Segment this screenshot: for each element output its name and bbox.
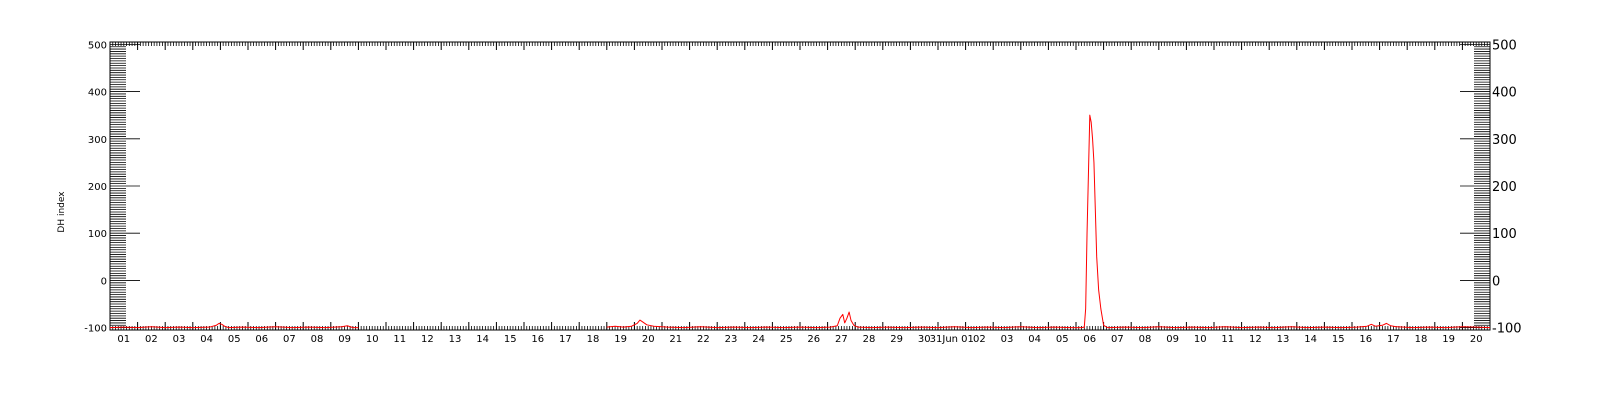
- x-major-ticks: [109, 42, 1491, 330]
- x-tick-label: 14: [1304, 334, 1317, 345]
- x-tick-label: 11: [393, 334, 406, 345]
- x-tick-label: 23: [725, 334, 738, 345]
- y-tick-label-left: 100: [88, 229, 107, 240]
- x-tick-label: 26: [807, 334, 820, 345]
- series-group: [109, 114, 1491, 329]
- x-tick-label: 16: [531, 334, 544, 345]
- x-tick-label: 22: [697, 334, 710, 345]
- y-tick-labels-right: -100 0 100 200 300 400 500: [1492, 38, 1522, 336]
- y-tick-label-left: 200: [88, 182, 107, 193]
- x-tick-label: 13: [1277, 334, 1290, 345]
- x-tick-label: 12: [421, 334, 434, 345]
- x-tick-label: 27: [835, 334, 848, 345]
- x-tick-label: 03: [1001, 334, 1014, 345]
- x-tick-label: 10: [1194, 334, 1207, 345]
- x-tick-label: 06: [1083, 334, 1096, 345]
- y-tick-label-right: 100: [1492, 227, 1517, 242]
- x-tick-label: 06: [255, 334, 268, 345]
- x-tick-labels: 01 02 03 04 05 06 07 08 09 10 11 12 13 14 15 16 17 18 19 20…: [117, 334, 1482, 345]
- x-tick-label: 17: [559, 334, 572, 345]
- x-tick-label: 29: [890, 334, 903, 345]
- y-tick-label-right: -100: [1492, 322, 1522, 337]
- x-tick-label: 20: [1470, 334, 1483, 345]
- x-tick-label: 18: [587, 334, 600, 345]
- x-tick-label: 13: [449, 334, 462, 345]
- y-axis-label: DH index: [57, 191, 67, 233]
- x-tick-label: 19: [614, 334, 627, 345]
- y-tick-label-left: 400: [88, 88, 107, 99]
- x-tick-label: 18: [1415, 334, 1428, 345]
- y-tick-label-left: -100: [84, 324, 107, 335]
- x-tick-label: 04: [200, 334, 213, 345]
- y-ticks: [110, 43, 1490, 329]
- x-tick-label: 11: [1221, 334, 1234, 345]
- x-tick-label: 02: [145, 334, 158, 345]
- axis-ticks: [109, 42, 1491, 330]
- y-tick-label-left: 300: [88, 135, 107, 146]
- plot-frame: [109, 41, 1491, 331]
- y-tick-label-right: 500: [1492, 38, 1517, 53]
- y-tick-label-right: 300: [1492, 133, 1517, 148]
- x-tick-label: 28: [863, 334, 876, 345]
- x-tick-label: 20: [642, 334, 655, 345]
- x-tick-label: 24: [752, 334, 765, 345]
- x-tick-label: 31Jun 01: [930, 334, 974, 345]
- x-tick-label: 09: [338, 334, 351, 345]
- x-tick-label: 25: [780, 334, 793, 345]
- x-tick-label: 01: [117, 334, 130, 345]
- y-tick-label-right: 400: [1492, 86, 1517, 101]
- x-tick-label: 12: [1249, 334, 1262, 345]
- x-tick-label: 07: [1111, 334, 1124, 345]
- x-tick-label: 30: [918, 334, 931, 345]
- y-tick-label-right: 200: [1492, 180, 1517, 195]
- x-tick-label: 02: [973, 334, 986, 345]
- x-tick-label: 14: [476, 334, 489, 345]
- y-tick-label-left: 0: [101, 276, 107, 287]
- x-minor-ticks: [109, 42, 1491, 330]
- y-tick-label-right: 0: [1492, 274, 1500, 289]
- x-tick-label: 21: [669, 334, 682, 345]
- x-tick-label: 08: [1139, 334, 1152, 345]
- x-tick-label: 15: [1332, 334, 1345, 345]
- x-tick-label: 09: [1166, 334, 1179, 345]
- x-tick-label: 07: [283, 334, 296, 345]
- dh-index-series-line: [109, 114, 1491, 329]
- x-tick-label: 08: [311, 334, 324, 345]
- x-tick-label: 04: [1028, 334, 1041, 345]
- x-tick-label: 03: [173, 334, 186, 345]
- x-tick-label: 16: [1359, 334, 1372, 345]
- plot-border: [109, 41, 1491, 331]
- y-tick-labels-left: -100 0 100 200 300 400 500: [84, 40, 107, 334]
- x-tick-label: 05: [228, 334, 241, 345]
- x-tick-label: 10: [366, 334, 379, 345]
- y-tick-label-left: 500: [88, 40, 107, 51]
- x-tick-label: 17: [1387, 334, 1400, 345]
- x-tick-label: 19: [1442, 334, 1455, 345]
- x-tick-label: 05: [1056, 334, 1069, 345]
- x-tick-label: 15: [504, 334, 517, 345]
